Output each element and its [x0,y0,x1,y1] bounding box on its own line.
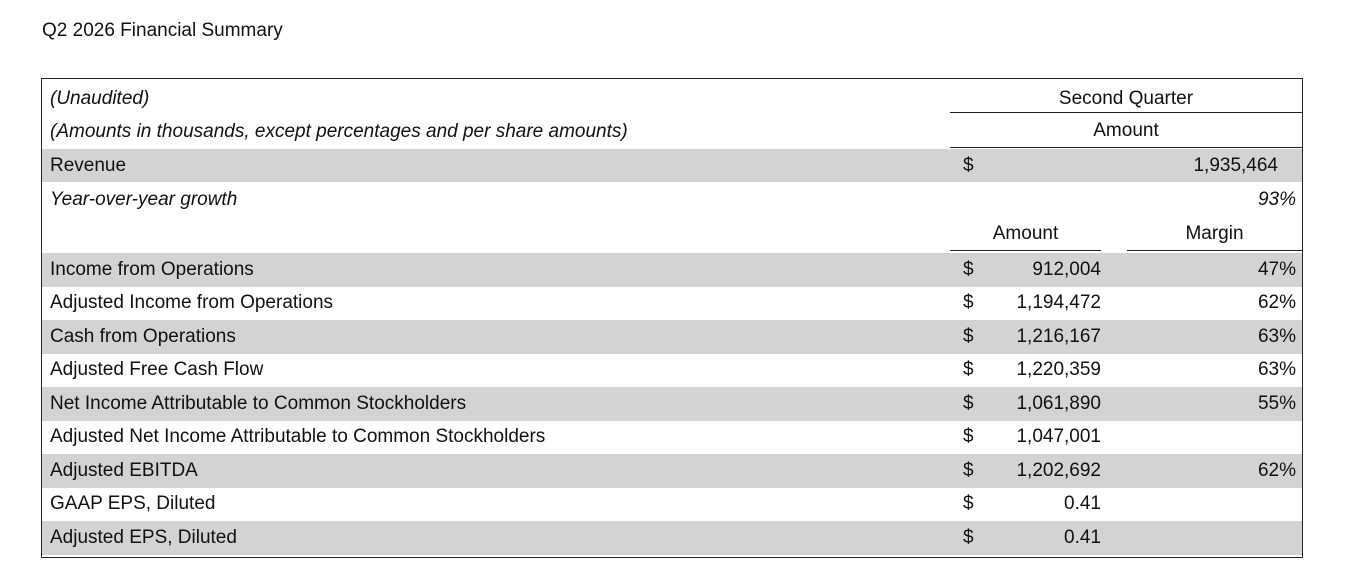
row-background [42,253,1302,287]
row-label: Adjusted EPS, Diluted [50,526,237,548]
currency: $ [963,359,974,381]
cell-value: 0.41 [1064,526,1101,548]
currency: $ [963,392,974,414]
currency: $ [963,325,974,347]
currency: $ [963,526,974,548]
row-label: Adjusted Net Income Attributable to Comm… [50,426,546,448]
row-background [42,320,1302,354]
row-label: Adjusted Free Cash Flow [50,359,264,381]
period-header: Second Quarter [950,85,1302,113]
cell-value: 63% [1257,325,1296,347]
row-label: Income from Operations [50,258,254,280]
row-background [42,387,1302,421]
row-label: Cash from Operations [50,325,236,347]
row-background [42,454,1302,488]
page-title: Q2 2026 Financial Summary [42,20,283,41]
note: (Unaudited) [50,88,150,109]
cell-value: 55% [1257,392,1296,414]
row-label: Revenue [50,154,127,176]
summary-table: (Unaudited) (Amounts in thousands, except… [41,78,1303,558]
currency: $ [963,154,974,176]
cell-value: 47% [1257,258,1296,280]
row-background [42,521,1302,555]
column-header: Amount [950,115,1302,148]
row-label: Net Income Attributable to Common Stockh… [50,392,467,414]
cell-value: 1,194,472 [1016,292,1101,314]
row-label: GAAP EPS, Diluted [50,493,216,515]
cell-value: 1,047,001 [1016,426,1101,448]
column-header: Margin [1127,217,1302,251]
column-header: Amount [950,217,1101,251]
cell-value: 1,061,890 [1016,392,1101,414]
row-label: Adjusted EBITDA [50,459,198,481]
currency: $ [963,426,974,448]
cell-value: 62% [1257,292,1296,314]
cell-value: 912,004 [1032,258,1101,280]
row-label: Year-over-year growth [50,188,238,210]
currency: $ [963,493,974,515]
row-label: Adjusted Income from Operations [50,292,334,314]
note: (Amounts in thousands, except percentage… [50,121,628,142]
row-background [42,149,1302,182]
cell-value: 93% [1257,188,1296,210]
cell-value: 62% [1257,459,1296,481]
cell-value: 63% [1257,359,1296,381]
currency: $ [963,292,974,314]
cell-value: 1,202,692 [1016,459,1101,481]
cell-value: 0.41 [1064,493,1101,515]
cell-value: 1,935,464 [1193,154,1278,176]
cell-value: 1,216,167 [1016,325,1101,347]
currency: $ [963,459,974,481]
currency: $ [963,258,974,280]
cell-value: 1,220,359 [1016,359,1101,381]
